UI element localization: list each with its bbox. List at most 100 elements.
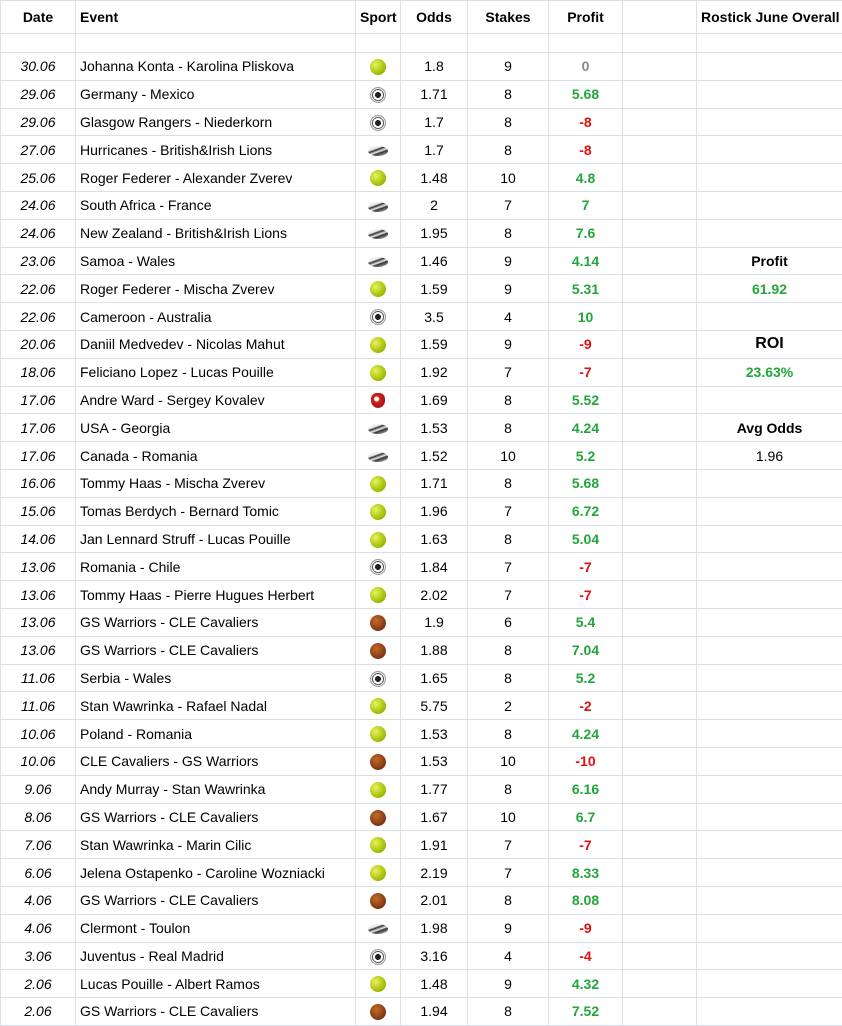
- date-cell[interactable]: 25.06: [1, 164, 76, 192]
- sport-cell[interactable]: [356, 275, 401, 303]
- empty-cell[interactable]: [356, 34, 401, 53]
- profit-cell[interactable]: 7.6: [549, 219, 623, 247]
- empty-cell[interactable]: [623, 414, 697, 442]
- event-cell[interactable]: Roger Federer - Alexander Zverev: [76, 164, 356, 192]
- empty-cell[interactable]: [697, 970, 842, 998]
- stakes-cell[interactable]: 6: [468, 608, 549, 636]
- event-cell[interactable]: Glasgow Rangers - Niederkorn: [76, 108, 356, 136]
- stakes-cell[interactable]: 4: [468, 942, 549, 970]
- sport-cell[interactable]: [356, 386, 401, 414]
- date-cell[interactable]: 11.06: [1, 692, 76, 720]
- date-cell[interactable]: 22.06: [1, 275, 76, 303]
- sport-cell[interactable]: [356, 136, 401, 164]
- event-cell[interactable]: USA - Georgia: [76, 414, 356, 442]
- event-cell[interactable]: Lucas Pouille - Albert Ramos: [76, 970, 356, 998]
- date-cell[interactable]: 2.06: [1, 970, 76, 998]
- sport-cell[interactable]: [356, 942, 401, 970]
- header-odds[interactable]: Odds: [401, 1, 468, 34]
- date-cell[interactable]: 18.06: [1, 358, 76, 386]
- sport-cell[interactable]: [356, 80, 401, 108]
- empty-cell[interactable]: [697, 469, 842, 497]
- empty-cell[interactable]: [697, 164, 842, 192]
- event-cell[interactable]: Poland - Romania: [76, 720, 356, 748]
- odds-cell[interactable]: 1.8: [401, 53, 468, 81]
- sport-cell[interactable]: [356, 581, 401, 609]
- odds-cell[interactable]: 1.67: [401, 803, 468, 831]
- sport-cell[interactable]: [356, 664, 401, 692]
- empty-cell[interactable]: [623, 553, 697, 581]
- empty-cell[interactable]: [623, 358, 697, 386]
- odds-cell[interactable]: 3.5: [401, 303, 468, 331]
- stakes-cell[interactable]: 8: [468, 80, 549, 108]
- odds-cell[interactable]: 1.46: [401, 247, 468, 275]
- empty-cell[interactable]: [623, 247, 697, 275]
- stakes-cell[interactable]: 7: [468, 859, 549, 887]
- date-cell[interactable]: 13.06: [1, 608, 76, 636]
- profit-cell[interactable]: -7: [549, 553, 623, 581]
- date-cell[interactable]: 16.06: [1, 469, 76, 497]
- empty-cell[interactable]: [697, 219, 842, 247]
- empty-cell[interactable]: [623, 275, 697, 303]
- profit-cell[interactable]: -8: [549, 108, 623, 136]
- stakes-cell[interactable]: 9: [468, 275, 549, 303]
- odds-cell[interactable]: 1.53: [401, 414, 468, 442]
- profit-cell[interactable]: 4.8: [549, 164, 623, 192]
- profit-cell[interactable]: -9: [549, 914, 623, 942]
- odds-cell[interactable]: 1.69: [401, 386, 468, 414]
- profit-cell[interactable]: 7: [549, 191, 623, 219]
- stakes-cell[interactable]: 9: [468, 914, 549, 942]
- empty-cell[interactable]: [697, 636, 842, 664]
- date-cell[interactable]: 27.06: [1, 136, 76, 164]
- empty-cell[interactable]: [623, 525, 697, 553]
- event-cell[interactable]: Feliciano Lopez - Lucas Pouille: [76, 358, 356, 386]
- empty-cell[interactable]: [697, 108, 842, 136]
- empty-cell[interactable]: [697, 747, 842, 775]
- sport-cell[interactable]: [356, 442, 401, 470]
- profit-cell[interactable]: -4: [549, 942, 623, 970]
- empty-cell[interactable]: [623, 608, 697, 636]
- profit-cell[interactable]: 8.08: [549, 886, 623, 914]
- event-cell[interactable]: Tomas Berdych - Bernard Tomic: [76, 497, 356, 525]
- odds-cell[interactable]: 1.96: [401, 497, 468, 525]
- date-cell[interactable]: 29.06: [1, 80, 76, 108]
- stakes-cell[interactable]: 9: [468, 53, 549, 81]
- event-cell[interactable]: Johanna Konta - Karolina Pliskova: [76, 53, 356, 81]
- event-cell[interactable]: Cameroon - Australia: [76, 303, 356, 331]
- sport-cell[interactable]: [356, 775, 401, 803]
- stakes-cell[interactable]: 9: [468, 970, 549, 998]
- profit-cell[interactable]: 4.32: [549, 970, 623, 998]
- event-cell[interactable]: South Africa - France: [76, 191, 356, 219]
- date-cell[interactable]: 29.06: [1, 108, 76, 136]
- empty-cell[interactable]: [623, 581, 697, 609]
- empty-cell[interactable]: [697, 136, 842, 164]
- event-cell[interactable]: New Zealand - British&Irish Lions: [76, 219, 356, 247]
- date-cell[interactable]: 23.06: [1, 247, 76, 275]
- stakes-cell[interactable]: 8: [468, 386, 549, 414]
- empty-cell[interactable]: [623, 720, 697, 748]
- empty-cell[interactable]: [623, 164, 697, 192]
- sport-cell[interactable]: [356, 303, 401, 331]
- sport-cell[interactable]: [356, 803, 401, 831]
- event-cell[interactable]: CLE Cavaliers - GS Warriors: [76, 747, 356, 775]
- profit-cell[interactable]: -7: [549, 358, 623, 386]
- empty-cell[interactable]: [623, 664, 697, 692]
- empty-cell[interactable]: [697, 80, 842, 108]
- date-cell[interactable]: 10.06: [1, 720, 76, 748]
- stakes-cell[interactable]: 8: [468, 219, 549, 247]
- empty-cell[interactable]: [697, 497, 842, 525]
- empty-cell[interactable]: [623, 80, 697, 108]
- event-cell[interactable]: GS Warriors - CLE Cavaliers: [76, 636, 356, 664]
- empty-cell[interactable]: [623, 636, 697, 664]
- header-summary[interactable]: Rostick June Overall: [697, 1, 842, 34]
- header-date[interactable]: Date: [1, 1, 76, 34]
- event-cell[interactable]: GS Warriors - CLE Cavaliers: [76, 803, 356, 831]
- profit-cell[interactable]: 10: [549, 303, 623, 331]
- profit-cell[interactable]: 4.14: [549, 247, 623, 275]
- date-cell[interactable]: 7.06: [1, 831, 76, 859]
- odds-cell[interactable]: 2.19: [401, 859, 468, 887]
- date-cell[interactable]: 8.06: [1, 803, 76, 831]
- sport-cell[interactable]: [356, 191, 401, 219]
- odds-cell[interactable]: 1.53: [401, 747, 468, 775]
- empty-cell[interactable]: [623, 442, 697, 470]
- header-profit[interactable]: Profit: [549, 1, 623, 34]
